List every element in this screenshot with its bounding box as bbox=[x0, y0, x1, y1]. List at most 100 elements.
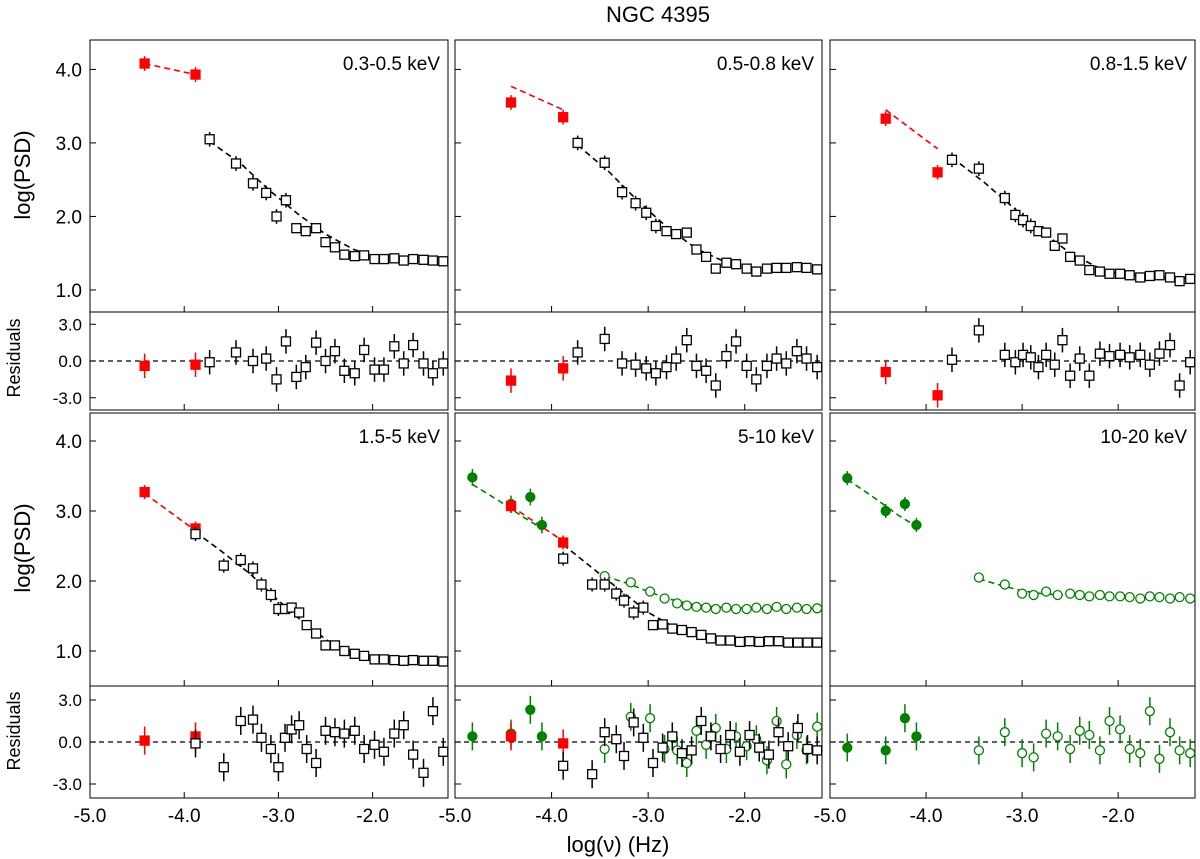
psd-point bbox=[505, 97, 517, 108]
residual-point bbox=[467, 731, 478, 742]
residual-point bbox=[710, 722, 721, 734]
residual-point bbox=[190, 359, 201, 370]
residual-point bbox=[641, 363, 652, 374]
y-tick-label: 2.0 bbox=[56, 207, 82, 228]
psd-point bbox=[754, 636, 765, 648]
psd-point bbox=[932, 167, 943, 178]
psd-point bbox=[671, 598, 683, 609]
residual-point bbox=[558, 760, 569, 771]
residual-point bbox=[812, 721, 823, 732]
residual-point bbox=[1174, 380, 1185, 391]
model-line bbox=[604, 575, 818, 610]
psd-point bbox=[398, 655, 409, 666]
psd-point bbox=[1064, 588, 1076, 599]
residual-point bbox=[1064, 743, 1076, 755]
psd-point bbox=[204, 134, 215, 145]
residual-point bbox=[1124, 352, 1135, 363]
psd-point bbox=[781, 603, 792, 615]
psd-point bbox=[271, 211, 282, 222]
x-tick-label: -4.0 bbox=[168, 806, 201, 827]
psd-point bbox=[310, 223, 322, 234]
residual-point bbox=[279, 732, 291, 743]
psd-point bbox=[802, 637, 813, 648]
residual-point bbox=[741, 360, 752, 372]
psd-point bbox=[880, 505, 891, 517]
residual-point bbox=[880, 366, 891, 378]
residual-point bbox=[932, 390, 943, 401]
x-tick-label: -2.0 bbox=[728, 806, 761, 827]
residual-point bbox=[1164, 339, 1176, 351]
residual-point bbox=[1094, 348, 1106, 359]
residual-point bbox=[339, 365, 350, 376]
psd-point bbox=[398, 255, 409, 266]
residual-point bbox=[369, 364, 380, 375]
residual-point bbox=[783, 741, 794, 752]
residual-point bbox=[359, 344, 370, 356]
residual-point bbox=[235, 715, 246, 727]
residual-point bbox=[812, 361, 823, 373]
psd-frame bbox=[89, 412, 449, 687]
psd-point bbox=[647, 619, 659, 631]
residual-point bbox=[536, 731, 548, 742]
psd-point bbox=[1016, 588, 1028, 599]
residual-point bbox=[657, 742, 668, 753]
psd-point bbox=[261, 187, 272, 199]
psd-point bbox=[1094, 589, 1106, 601]
residual-point bbox=[1084, 370, 1095, 381]
residual-point bbox=[611, 734, 622, 745]
residual-point bbox=[558, 363, 569, 374]
residual-point bbox=[273, 762, 284, 773]
residual-point bbox=[572, 347, 583, 358]
residual-point bbox=[686, 745, 697, 756]
psd-point bbox=[1049, 240, 1060, 251]
residual-point bbox=[973, 745, 985, 756]
psd-point bbox=[438, 656, 449, 667]
psd-point bbox=[659, 593, 670, 604]
residual-point bbox=[771, 715, 782, 727]
residual-point bbox=[418, 358, 429, 369]
residual-point bbox=[1057, 335, 1068, 346]
residual-point bbox=[599, 727, 610, 738]
psd-point bbox=[247, 178, 259, 189]
psd-point bbox=[427, 255, 439, 266]
psd-point bbox=[1154, 270, 1165, 281]
residual-point bbox=[418, 767, 429, 778]
psd-point bbox=[467, 472, 478, 483]
psd-point bbox=[1185, 273, 1196, 285]
psd-point bbox=[1104, 268, 1115, 279]
residual-y-tick-label: -3.0 bbox=[53, 389, 82, 408]
psd-point bbox=[644, 586, 656, 597]
residual-point bbox=[880, 745, 891, 756]
psd-point bbox=[973, 163, 985, 174]
psd-point bbox=[999, 579, 1010, 590]
residual-point bbox=[744, 729, 755, 741]
residual-point bbox=[1104, 715, 1115, 727]
psd-point bbox=[973, 572, 985, 583]
residual-point bbox=[721, 350, 732, 362]
psd-point bbox=[741, 263, 752, 274]
psd-point bbox=[300, 225, 311, 237]
panel-label: 0.8-1.5 keV bbox=[1090, 54, 1187, 75]
residual-point bbox=[190, 738, 201, 749]
psd-point bbox=[741, 603, 752, 615]
psd-point bbox=[730, 603, 742, 615]
panel-4: 1.5-5 keV 1.0 2.0 3.0 4.0 3.0 0.0 -3.0 -5.0 -4.0 -… bbox=[53, 412, 449, 827]
psd-point bbox=[671, 228, 682, 240]
psd-point bbox=[339, 249, 350, 260]
psd-point bbox=[771, 262, 782, 274]
psd-point bbox=[558, 537, 569, 548]
residual-point bbox=[1074, 353, 1085, 364]
residual-point bbox=[271, 374, 282, 385]
residual-point bbox=[586, 769, 598, 780]
psd-point bbox=[691, 601, 702, 613]
residual-point bbox=[661, 361, 672, 373]
residual-point bbox=[1084, 729, 1095, 741]
y-tick-label: 3.0 bbox=[56, 134, 82, 155]
psd-point bbox=[792, 637, 804, 648]
psd-point bbox=[681, 600, 692, 611]
psd-point bbox=[1174, 275, 1185, 287]
psd-point bbox=[230, 158, 242, 169]
residual-point bbox=[725, 729, 736, 741]
psd-point bbox=[751, 266, 762, 277]
residual-point bbox=[204, 357, 215, 368]
